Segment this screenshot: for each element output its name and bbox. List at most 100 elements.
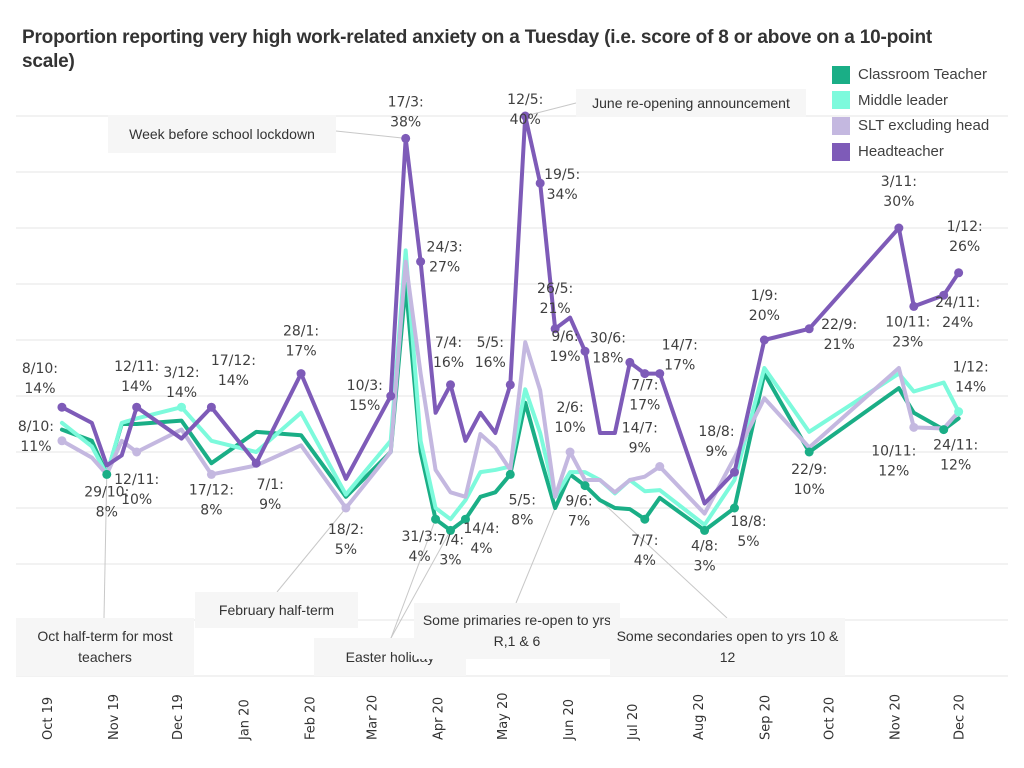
data-point-marker (550, 324, 560, 334)
point-label: 28/1: 17% (283, 324, 319, 360)
point-label: 7/7: 4% (631, 533, 658, 569)
annotation-leader-line (276, 507, 347, 593)
point-label: 24/11: 12% (933, 438, 978, 474)
data-point-marker (700, 525, 710, 535)
point-label: 12/11: 10% (114, 472, 159, 508)
point-label-line: 10% (121, 492, 152, 508)
point-label-line: 23% (892, 334, 923, 350)
point-label-line: 18% (592, 350, 623, 366)
point-label-line: 4% (470, 541, 492, 557)
data-point-marker (939, 425, 949, 435)
point-label: 10/3: 15% (347, 378, 383, 414)
data-point-marker (401, 133, 411, 143)
legend-item[interactable]: SLT excluding head (832, 113, 989, 139)
annotation-box: Easter holiday (314, 638, 466, 676)
point-label-line: 14% (218, 373, 249, 389)
point-label: 9/6: 19% (549, 329, 580, 365)
data-point-marker (640, 514, 650, 524)
point-label-line: 30% (883, 194, 914, 210)
point-label-line: 12/5: (507, 92, 543, 108)
point-label: 5/5: 16% (475, 335, 506, 371)
point-label-line: 21% (540, 301, 571, 317)
point-label-line: 7/4: (437, 532, 464, 548)
x-tick-label: Aug 20 (692, 694, 707, 740)
data-point-marker (57, 402, 67, 412)
legend-swatch (832, 142, 850, 161)
point-label-line: 16% (475, 355, 506, 371)
legend-item[interactable]: Classroom Teacher (832, 62, 989, 88)
legend-item[interactable]: Middle leader (832, 88, 989, 114)
point-label-line: 24/11: (935, 295, 980, 311)
point-label-line: 17/12: (189, 482, 234, 498)
data-point-marker (446, 525, 456, 535)
point-label: 3/12: 14% (163, 365, 199, 401)
point-label: 22/9: 10% (791, 462, 827, 498)
data-point-marker (102, 469, 112, 479)
point-label: 7/7: 17% (629, 378, 660, 414)
data-point-marker (804, 324, 814, 334)
data-point-marker (655, 462, 665, 472)
point-label: 12/5: 40% (507, 92, 543, 128)
data-point-marker (804, 447, 814, 457)
point-label-line: 8% (511, 512, 533, 528)
point-label-line: 17/12: (211, 353, 256, 369)
data-point-marker (386, 391, 396, 401)
point-label: 5/5: 8% (509, 492, 536, 528)
point-label-line: 7/7: (631, 533, 658, 549)
data-point-marker (909, 422, 919, 432)
x-tick-label: Jan 20 (237, 699, 252, 741)
point-label-line: 7/1: (257, 477, 284, 493)
point-label-line: 9/6: (565, 494, 592, 510)
point-label-line: 5% (737, 534, 759, 550)
point-label-line: 5/5: (509, 492, 536, 508)
x-tick-label: Dec 19 (171, 694, 186, 740)
annotation-leader-line (335, 130, 406, 139)
point-label-line: 14/7: (662, 338, 698, 354)
annotation-leader-line (103, 474, 108, 619)
legend-label: SLT excluding head (858, 117, 990, 135)
point-label-line: 4/8: (691, 538, 718, 554)
data-point-marker (640, 369, 650, 379)
data-point-marker (416, 257, 426, 267)
data-point-marker (132, 402, 142, 412)
annotation-box: Some secondaries open to yrs 10 & 12 (610, 618, 845, 676)
point-label: 24/11: 24% (935, 295, 980, 331)
point-label-line: 4% (634, 553, 656, 569)
data-point-marker (296, 369, 306, 379)
data-point-marker (655, 369, 665, 379)
point-label: 2/6: 10% (555, 400, 586, 436)
point-label-line: 8% (200, 502, 222, 518)
data-point-marker (954, 407, 964, 417)
chart-title: Proportion reporting very high work-rela… (22, 27, 933, 72)
point-label-line: 28/1: (283, 324, 319, 340)
point-label: 7/1: 9% (257, 477, 284, 513)
point-label-line: 19/5: (544, 167, 580, 183)
x-tick-label: May 20 (496, 692, 511, 740)
point-labels: 8/10: 14%8/10: 11%29/10: 8%12/11: 14%12/11: 1… (18, 92, 989, 574)
point-label-line: 27% (429, 260, 460, 276)
point-label-line: 10% (555, 420, 586, 436)
point-label-line: 26% (949, 239, 980, 255)
x-tick-label: Sep 20 (758, 695, 773, 740)
point-label-line: 1/9: (751, 288, 778, 304)
annotation-leader-line (515, 507, 556, 604)
point-label-line: 10% (794, 482, 825, 498)
point-label: 18/8: 9% (698, 424, 734, 460)
annotation-box: Oct half-term for most teachers (16, 618, 194, 676)
legend-label: Headteacher (858, 143, 944, 161)
annotation-leader-line (390, 530, 451, 639)
point-label-line: 17% (664, 358, 695, 374)
point-label-line: 3% (693, 558, 715, 574)
point-label: 19/5: 34% (544, 167, 580, 203)
point-label: 12/11: 14% (114, 359, 159, 395)
point-label-line: 11% (20, 439, 51, 455)
point-label-line: 3/12: (163, 365, 199, 381)
data-point-marker (954, 268, 964, 278)
data-point-marker (431, 514, 441, 524)
legend-item[interactable]: Headteacher (832, 139, 989, 165)
point-label-line: 26/5: (537, 281, 573, 297)
annotation-leader-line (599, 499, 728, 619)
point-label-line: 12/11: (114, 359, 159, 375)
point-label-line: 22/9: (821, 317, 857, 333)
point-label: 24/3: 27% (427, 240, 463, 276)
